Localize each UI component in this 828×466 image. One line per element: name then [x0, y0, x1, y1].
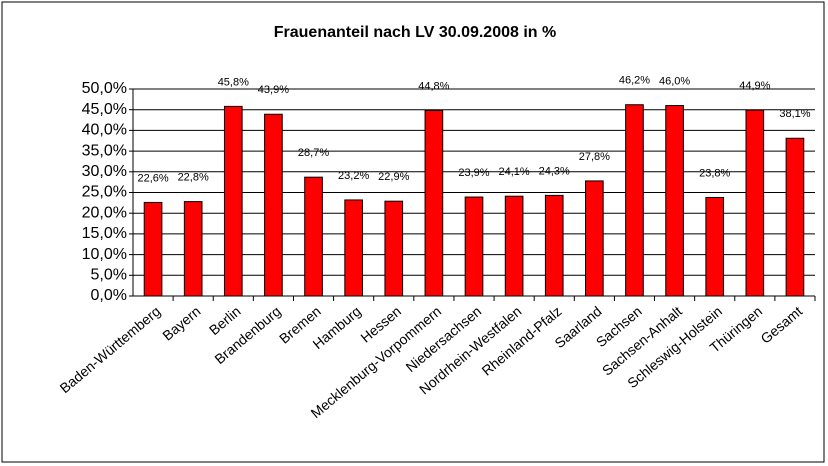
bar [665, 105, 684, 297]
bar [785, 137, 805, 297]
value-label: 23,8% [699, 167, 730, 179]
bar [464, 196, 484, 297]
bar [304, 176, 323, 297]
y-tick-label: 35,0% [82, 142, 127, 159]
y-tick-label: 40,0% [82, 122, 127, 139]
y-tick-label: 0,0% [91, 287, 127, 304]
bar [544, 194, 564, 297]
value-label: 28,7% [298, 147, 329, 159]
bar [143, 201, 163, 297]
bar [183, 201, 203, 297]
bar [504, 195, 524, 297]
value-label: 44,8% [418, 80, 449, 92]
value-label: 44,9% [739, 80, 770, 92]
y-tick-label: 30,0% [82, 163, 127, 180]
y-tick-label: 50,0% [82, 80, 127, 97]
bar [223, 105, 243, 297]
value-label: 46,2% [619, 75, 650, 87]
bar [705, 196, 725, 297]
y-tick-label: 15,0% [82, 225, 127, 242]
bar [424, 110, 444, 297]
bar [745, 109, 765, 297]
value-label: 23,2% [338, 170, 369, 182]
y-tick-label: 5,0% [91, 267, 127, 284]
value-label: 43,9% [258, 84, 289, 96]
bar [625, 104, 644, 297]
y-tick-label: 45,0% [82, 101, 127, 118]
value-label: 46,0% [659, 75, 690, 87]
value-label: 24,1% [499, 166, 530, 178]
value-label: 38,1% [779, 108, 810, 120]
bar [585, 180, 604, 297]
value-label: 27,8% [579, 151, 610, 163]
value-label: 24,3% [539, 165, 570, 177]
y-tick-label: 25,0% [82, 184, 127, 201]
value-label: 22,9% [378, 171, 409, 183]
value-label: 22,6% [137, 172, 168, 184]
bar [264, 113, 283, 297]
bar [384, 200, 404, 297]
y-tick-label: 20,0% [82, 204, 127, 221]
y-tick-label: 10,0% [82, 246, 127, 263]
value-label: 22,8% [178, 172, 209, 184]
value-label: 45,8% [218, 76, 249, 88]
bar [344, 199, 363, 297]
chart-title: Frauenanteil nach LV 30.09.2008 in % [274, 24, 556, 41]
value-label: 23,9% [458, 167, 489, 179]
